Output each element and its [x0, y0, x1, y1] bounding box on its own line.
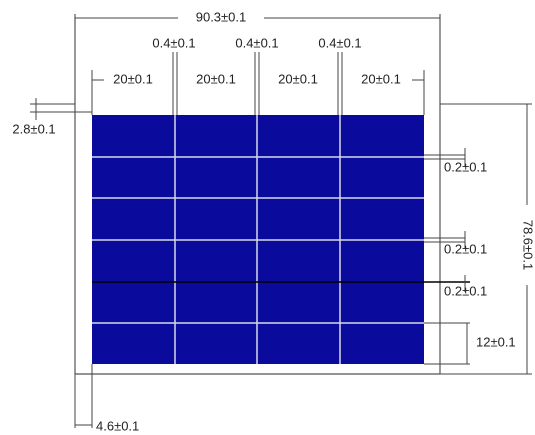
dimension-label: 12±0.1	[476, 334, 516, 349]
dimension-label: 0.4±0.1	[318, 35, 361, 50]
dimension-label: 90.3±0.1	[196, 9, 247, 24]
dimension-label: 20±0.1	[278, 71, 318, 86]
dimension-label: 4.6±0.1	[96, 418, 139, 433]
cell-grid	[92, 115, 470, 364]
dimension-label: 0.4±0.1	[235, 35, 278, 50]
dimension-label: 0.4±0.1	[152, 35, 195, 50]
outline	[74, 14, 441, 375]
dimension-label: 2.8±0.1	[12, 121, 55, 136]
dimension-label: 20±0.1	[113, 71, 153, 86]
dimension-label: 78.6±0.1	[521, 220, 535, 271]
dimension-label: 0.2±0.1	[444, 283, 487, 298]
dimension-label: 20±0.1	[361, 71, 401, 86]
dimension-label: 0.2±0.1	[444, 159, 487, 174]
dimension-label: 0.2±0.1	[444, 241, 487, 256]
dimension-lines	[30, 17, 532, 428]
dimension-label: 20±0.1	[196, 71, 236, 86]
